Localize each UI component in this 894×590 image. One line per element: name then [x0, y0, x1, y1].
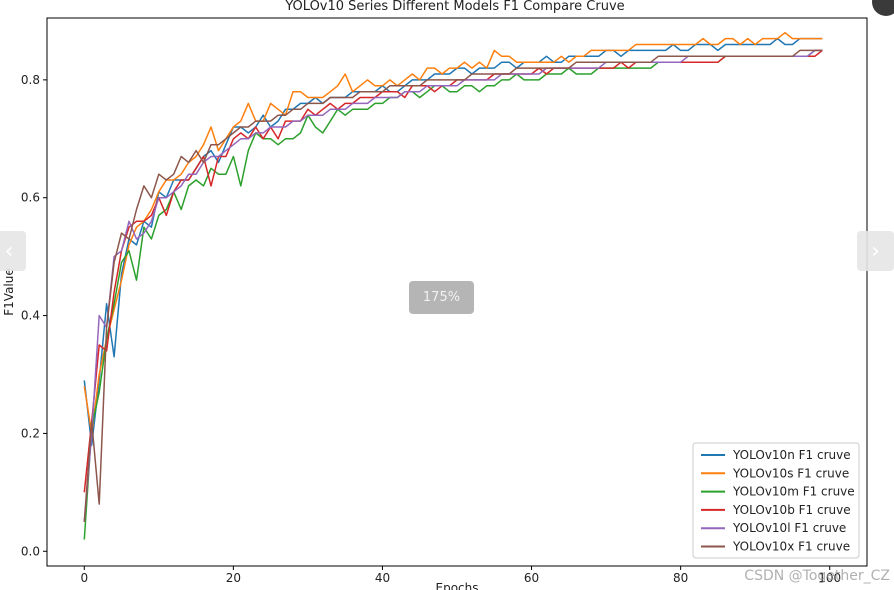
previous-image-button[interactable]: ‹ — [0, 231, 26, 271]
chevron-right-icon: › — [871, 238, 880, 264]
y-tick-label: 0.6 — [21, 191, 40, 205]
y-tick-label: 0.2 — [21, 426, 40, 440]
y-tick-label: 0.8 — [21, 73, 40, 87]
legend-label: YOLOv10s F1 cruve — [732, 466, 849, 480]
series-line-yolov10n — [83, 37, 823, 446]
plot-frame — [46, 17, 868, 567]
legend-label: YOLOv10x F1 cruve — [732, 540, 850, 554]
series-line-yolov10x — [83, 49, 823, 522]
y-tick-label: 0.4 — [21, 309, 40, 323]
legend-label: YOLOv10m F1 cruve — [732, 485, 855, 499]
chevron-left-icon: ‹ — [4, 238, 14, 264]
y-axis-label: F1Value — [2, 268, 16, 316]
x-tick-label: 100 — [818, 571, 841, 585]
legend-label: YOLOv10n F1 cruve — [732, 448, 851, 462]
legend-box — [692, 442, 860, 559]
chart-title: YOLOv10 Series Different Models F1 Compa… — [284, 0, 624, 14]
legend-label: YOLOv10b F1 cruve — [732, 503, 851, 517]
y-tick-label: 0.0 — [21, 544, 40, 558]
x-axis-label: Epochs — [436, 581, 479, 590]
x-tick-label: 0 — [80, 571, 88, 585]
series-line-yolov10b — [83, 49, 823, 493]
zoom-level-badge: 175% — [409, 281, 474, 314]
watermark: CSDN @Together_CZ — [744, 568, 890, 584]
x-tick-label: 60 — [524, 571, 539, 585]
x-tick-label: 40 — [375, 571, 390, 585]
axis-ticks: 0 20 40 60 80 100 0.0 0.2 0.4 0.6 0.8 — [21, 73, 841, 585]
legend-label: YOLOv10l F1 cruve — [732, 521, 846, 535]
x-tick-label: 20 — [226, 571, 241, 585]
plot-area — [83, 31, 823, 540]
close-dot-icon[interactable] — [872, 0, 894, 16]
chart-legend: YOLOv10n F1 cruve YOLOv10s F1 cruve YOLOv1… — [692, 442, 860, 559]
next-image-button[interactable]: › — [857, 231, 894, 271]
x-tick-label: 80 — [673, 571, 688, 585]
series-line-yolov10s — [83, 31, 823, 435]
